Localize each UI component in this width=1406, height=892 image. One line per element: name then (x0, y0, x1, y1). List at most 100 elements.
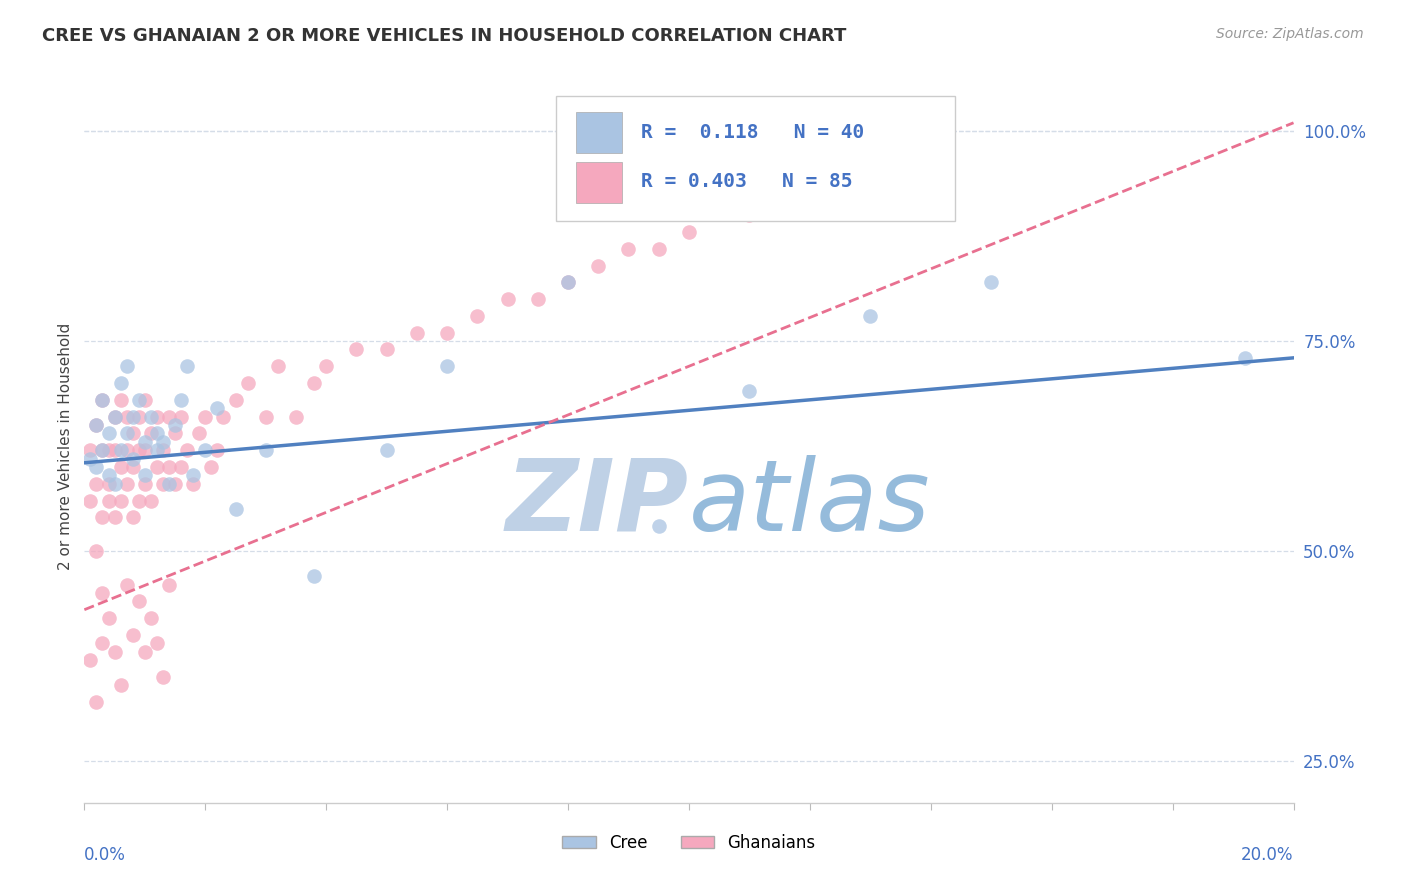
Point (267, 359, 290, 374)
Text: CREE VS GHANAIAN 2 OR MORE VEHICLES IN HOUSEHOLD CORRELATION CHART: CREE VS GHANAIAN 2 OR MORE VEHICLES IN H… (42, 27, 846, 45)
Point (79, 443, 101, 458)
Point (134, 392, 156, 407)
Point (128, 392, 150, 407)
Point (375, 443, 398, 458)
Point (104, 510, 127, 524)
Point (170, 409, 193, 424)
Point (91, 443, 114, 458)
Point (346, 343, 368, 357)
Point (139, 493, 162, 508)
Point (128, 443, 150, 458)
Point (91, 443, 114, 458)
FancyBboxPatch shape (576, 162, 623, 203)
Point (121, 510, 143, 524)
Point (146, 426, 169, 441)
Point (799, 175, 821, 189)
Point (225, 502, 247, 516)
Point (139, 426, 162, 441)
Point (86, 460, 108, 475)
Point (104, 409, 127, 424)
Y-axis label: 2 or more Vehicles in Household: 2 or more Vehicles in Household (58, 322, 73, 570)
Point (181, 476, 204, 491)
Point (163, 476, 186, 491)
Point (157, 460, 180, 475)
Point (79, 451, 101, 466)
Point (110, 376, 132, 390)
Point (176, 443, 198, 458)
Point (647, 518, 671, 533)
Point (406, 326, 429, 340)
Legend: Cree, Ghanaians: Cree, Ghanaians (555, 828, 823, 859)
Point (121, 628, 143, 642)
Point (110, 443, 132, 458)
Point (188, 426, 211, 441)
Point (110, 392, 132, 407)
Point (467, 309, 489, 323)
Point (436, 359, 458, 374)
Point (86, 476, 108, 491)
Point (104, 409, 127, 424)
Point (181, 468, 204, 483)
FancyBboxPatch shape (576, 112, 623, 153)
Point (134, 468, 156, 483)
Point (163, 417, 186, 432)
Point (588, 259, 610, 273)
Point (738, 208, 761, 222)
Point (194, 409, 217, 424)
Text: atlas: atlas (689, 455, 931, 551)
FancyBboxPatch shape (555, 96, 955, 221)
Point (146, 460, 169, 475)
Point (163, 426, 186, 441)
Point (134, 434, 156, 449)
Point (152, 670, 174, 684)
Point (134, 476, 156, 491)
Point (128, 594, 150, 608)
Point (86, 695, 108, 709)
Point (176, 359, 198, 374)
Point (200, 460, 222, 475)
Point (115, 409, 138, 424)
Point (115, 577, 138, 591)
Point (91, 636, 114, 650)
Point (139, 409, 162, 424)
Text: ZIP: ZIP (506, 455, 689, 551)
Point (146, 636, 169, 650)
Point (157, 409, 180, 424)
Point (91, 392, 114, 407)
Point (79, 493, 101, 508)
Point (86, 544, 108, 558)
Point (617, 242, 640, 256)
Point (1234, 351, 1257, 365)
Text: 0.0%: 0.0% (84, 846, 127, 863)
Point (375, 343, 398, 357)
Point (121, 460, 143, 475)
Point (194, 443, 217, 458)
Point (97, 476, 120, 491)
Text: R =  0.118   N = 40: R = 0.118 N = 40 (641, 123, 863, 142)
Text: 20.0%: 20.0% (1241, 846, 1294, 863)
Point (157, 476, 180, 491)
Text: R = 0.403   N = 85: R = 0.403 N = 85 (641, 172, 852, 192)
Point (152, 476, 174, 491)
Point (157, 577, 180, 591)
Point (91, 586, 114, 600)
Point (284, 409, 308, 424)
Point (91, 510, 114, 524)
Point (152, 434, 174, 449)
Point (115, 426, 138, 441)
Point (212, 409, 235, 424)
Point (859, 158, 882, 172)
Point (104, 476, 127, 491)
Point (121, 451, 143, 466)
Point (97, 426, 120, 441)
Point (97, 611, 120, 625)
Point (207, 443, 229, 458)
Point (302, 376, 325, 390)
Point (115, 476, 138, 491)
Point (128, 493, 150, 508)
Point (170, 392, 193, 407)
Point (110, 678, 132, 692)
Point (110, 493, 132, 508)
Point (97, 443, 120, 458)
Point (152, 443, 174, 458)
